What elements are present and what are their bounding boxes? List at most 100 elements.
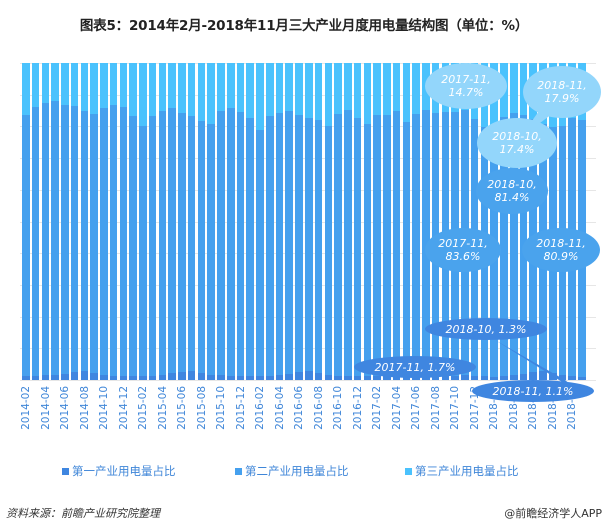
bar-segment-secondary bbox=[275, 113, 284, 375]
bar-segment-primary bbox=[529, 372, 538, 380]
bar-segment-primary bbox=[383, 375, 391, 380]
bar-2014-10[interactable] bbox=[100, 63, 108, 380]
bar-segment-primary bbox=[187, 370, 196, 380]
bar-segment-tertiary bbox=[236, 63, 245, 112]
bar-2015-03[interactable] bbox=[148, 63, 157, 380]
bar-2014-07[interactable] bbox=[70, 63, 79, 380]
bar-segment-primary bbox=[217, 375, 225, 380]
bar-2017-03[interactable] bbox=[383, 63, 391, 380]
bar-segment-tertiary bbox=[256, 63, 264, 131]
bar-segment-primary bbox=[168, 373, 176, 380]
bar-2015-04[interactable] bbox=[158, 63, 167, 380]
bar-2014-03[interactable] bbox=[31, 63, 40, 380]
bar-2016-05[interactable] bbox=[285, 63, 294, 380]
legend-swatch-primary bbox=[62, 467, 69, 475]
annotation-tertiary-2018-10: 2018-10, 17.4% bbox=[477, 118, 557, 168]
bar-segment-secondary bbox=[412, 113, 420, 373]
bar-2014-04[interactable] bbox=[41, 63, 50, 380]
bar-2015-12[interactable] bbox=[236, 63, 245, 380]
bar-segment-tertiary bbox=[373, 63, 381, 116]
bar-2015-02[interactable] bbox=[139, 63, 147, 380]
bar-segment-secondary bbox=[363, 123, 372, 377]
bar-segment-tertiary bbox=[314, 63, 323, 120]
bar-2015-01[interactable] bbox=[129, 63, 137, 380]
bar-2014-09[interactable] bbox=[90, 63, 98, 380]
bar-segment-tertiary bbox=[334, 63, 342, 114]
bar-2015-10[interactable] bbox=[217, 63, 225, 380]
bar-segment-tertiary bbox=[324, 63, 333, 126]
bar-2015-07[interactable] bbox=[187, 63, 196, 380]
bar-segment-primary bbox=[451, 375, 459, 380]
bar-segment-tertiary bbox=[402, 63, 411, 123]
annotation-tertiary-2018-11: 2018-11, 17.9% bbox=[523, 66, 601, 118]
bar-segment-tertiary bbox=[226, 63, 235, 108]
bar-2016-03[interactable] bbox=[265, 63, 274, 380]
bar-2018-04[interactable] bbox=[509, 63, 518, 380]
bar-segment-tertiary bbox=[295, 63, 303, 116]
bar-2015-11[interactable] bbox=[226, 63, 235, 380]
bar-segment-primary bbox=[363, 376, 372, 380]
bar-2016-11[interactable] bbox=[344, 63, 352, 380]
bar-segment-secondary bbox=[285, 111, 294, 374]
bar-2015-09[interactable] bbox=[207, 63, 215, 380]
bar-2016-12[interactable] bbox=[353, 63, 362, 380]
bar-2016-01[interactable] bbox=[246, 63, 255, 380]
annotation-primary-2018-10: 2018-10, 1.3% bbox=[425, 318, 547, 340]
bar-segment-secondary bbox=[207, 123, 215, 375]
legend-item-tertiary[interactable]: 第三产业用电量占比 bbox=[405, 463, 519, 479]
bar-2014-12[interactable] bbox=[119, 63, 128, 380]
bar-2014-02[interactable] bbox=[22, 63, 30, 380]
bar-segment-secondary bbox=[41, 102, 50, 375]
bar-2017-02[interactable] bbox=[373, 63, 381, 380]
bar-segment-secondary bbox=[70, 105, 79, 373]
bar-2014-11[interactable] bbox=[109, 63, 118, 380]
bar-segment-secondary bbox=[187, 115, 196, 371]
bar-segment-primary bbox=[500, 375, 508, 380]
bar-segment-primary bbox=[509, 374, 518, 380]
bar-segment-tertiary bbox=[90, 63, 98, 115]
legend-swatch-secondary bbox=[235, 467, 242, 475]
bar-segment-tertiary bbox=[207, 63, 215, 124]
bar-2015-08[interactable] bbox=[197, 63, 206, 380]
bar-2014-05[interactable] bbox=[51, 63, 59, 380]
bar-2017-01[interactable] bbox=[363, 63, 372, 380]
bar-segment-tertiary bbox=[129, 63, 137, 117]
bar-segment-tertiary bbox=[217, 63, 225, 111]
bar-2016-06[interactable] bbox=[295, 63, 303, 380]
bar-2015-06[interactable] bbox=[178, 63, 186, 380]
source-note: 资料来源：前瞻产业研究院整理 bbox=[6, 507, 160, 520]
bar-segment-tertiary bbox=[353, 63, 362, 119]
annotation-secondary-2018-11: 2018-11, 80.9% bbox=[522, 228, 600, 272]
bar-segment-tertiary bbox=[80, 63, 89, 112]
bar-segment-tertiary bbox=[285, 63, 294, 112]
bar-segment-secondary bbox=[236, 111, 245, 376]
bar-segment-tertiary bbox=[41, 63, 50, 103]
bar-segment-primary bbox=[334, 375, 342, 380]
bar-2016-08[interactable] bbox=[314, 63, 323, 380]
bar-segment-primary bbox=[548, 373, 557, 380]
bar-segment-tertiary bbox=[31, 63, 40, 108]
bar-2014-06[interactable] bbox=[61, 63, 69, 380]
bar-2016-07[interactable] bbox=[305, 63, 313, 380]
bar-2016-04[interactable] bbox=[275, 63, 284, 380]
bar-segment-primary bbox=[285, 373, 294, 380]
bar-segment-primary bbox=[539, 371, 547, 380]
bar-2016-10[interactable] bbox=[334, 63, 342, 380]
legend-item-secondary[interactable]: 第二产业用电量占比 bbox=[235, 463, 349, 479]
legend-item-primary[interactable]: 第一产业用电量占比 bbox=[62, 463, 176, 479]
bar-segment-primary bbox=[519, 373, 528, 380]
bar-segment-primary bbox=[158, 374, 167, 380]
bar-segment-primary bbox=[568, 375, 577, 380]
bar-2015-05[interactable] bbox=[168, 63, 176, 380]
bar-2016-02[interactable] bbox=[256, 63, 264, 380]
bar-segment-tertiary bbox=[344, 63, 352, 111]
bar-segment-secondary bbox=[109, 104, 118, 376]
bar-2016-09[interactable] bbox=[324, 63, 333, 380]
bar-segment-tertiary bbox=[109, 63, 118, 105]
bar-segment-tertiary bbox=[100, 63, 108, 109]
bar-segment-secondary bbox=[344, 110, 352, 376]
bar-segment-tertiary bbox=[22, 63, 30, 115]
bar-2014-08[interactable] bbox=[80, 63, 89, 380]
bar-segment-primary bbox=[578, 376, 586, 380]
